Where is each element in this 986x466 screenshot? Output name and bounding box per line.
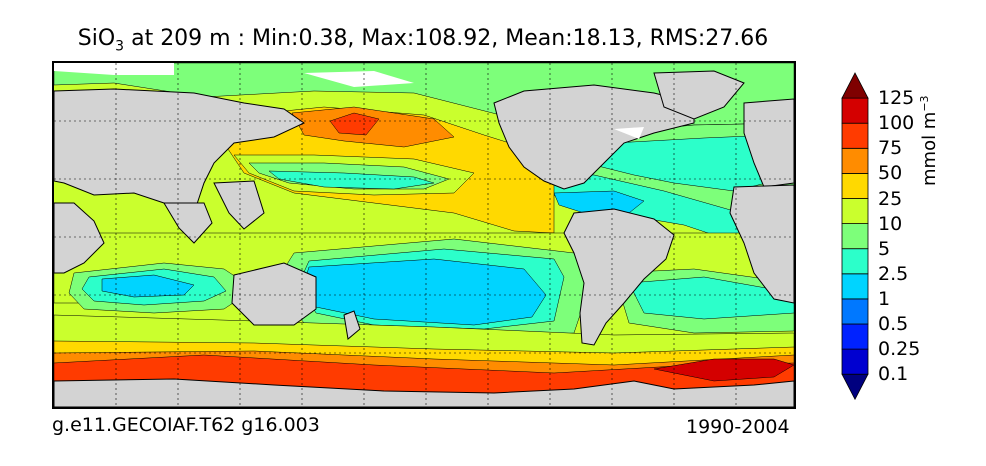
south-atlantic-2.5 xyxy=(628,276,794,320)
colorbar-tick-label: 0.1 xyxy=(878,363,909,386)
colorbar-bin-0 xyxy=(841,373,869,401)
colorbar-bin-4 xyxy=(841,273,869,300)
north-pacific-50 xyxy=(291,106,455,148)
colorbar-tick-label: 0.25 xyxy=(878,338,921,361)
colorbar-bin-12 xyxy=(841,72,869,99)
colorbar-bin-9 xyxy=(841,147,869,174)
units-label: mmol m−3 xyxy=(918,95,940,186)
colorbar-tick-label: 125 xyxy=(878,87,915,110)
africa-land xyxy=(729,184,794,304)
colorbar-bin-10 xyxy=(841,122,869,149)
map-panel xyxy=(52,61,796,409)
colorbar-tick-label: 1 xyxy=(878,287,891,310)
units-exponent: −3 xyxy=(918,95,931,112)
colorbar-bin-3 xyxy=(841,298,869,325)
colorbar-bin-6 xyxy=(841,223,869,250)
colorbar-tick-label: 10 xyxy=(878,212,903,235)
south-america-land xyxy=(563,208,675,346)
colorbar-bin-11 xyxy=(841,97,869,124)
australia-land xyxy=(231,262,317,326)
colorbar-tick-label: 75 xyxy=(878,137,903,160)
north-pacific-75 xyxy=(329,112,380,136)
colorbar-bin-8 xyxy=(841,173,869,199)
colorbar-tick-label: 100 xyxy=(878,112,915,135)
case-name: g.e11.GECOIAF.T62 g16.003 xyxy=(52,414,320,436)
africa-horn-land xyxy=(54,202,105,274)
ocean-map xyxy=(54,63,794,407)
colorbar-bin-1 xyxy=(841,348,869,375)
eurasia-east-land xyxy=(54,88,305,214)
colorbar-tick-label: 2.5 xyxy=(878,262,909,285)
colorbar-bin-2 xyxy=(841,323,869,350)
title-variable-subscript: 3 xyxy=(115,38,125,55)
subtropical-gyre-2.5 xyxy=(268,170,435,190)
new-zealand-land xyxy=(343,310,361,340)
colorbar-tick-label: 25 xyxy=(878,187,903,210)
colorbar-tick-label: 5 xyxy=(878,237,891,260)
colorbar-bin-5 xyxy=(841,248,869,275)
colorbar-bin-7 xyxy=(841,198,869,225)
colorbar-tick-label: 0.5 xyxy=(878,313,909,335)
southeast-asia-land xyxy=(213,180,265,230)
north-america-land xyxy=(493,84,695,190)
map-title: SiO3 at 209 m : Min:0.38, Max:108.92, Me… xyxy=(0,26,846,54)
colorbar-tick-label: 50 xyxy=(878,162,903,185)
arctic-ice xyxy=(54,63,644,139)
greenland-land xyxy=(653,70,745,120)
title-variable: SiO xyxy=(77,26,116,51)
india-land xyxy=(163,202,213,244)
antarctica-land xyxy=(54,378,794,407)
colorbar xyxy=(841,72,869,401)
graticule xyxy=(54,63,794,407)
units-text: mmol m xyxy=(919,111,940,186)
title-stats: at 209 m : Min:0.38, Max:108.92, Mean:18… xyxy=(124,26,769,51)
weddell-100 xyxy=(653,358,794,382)
time-period: 1990-2004 xyxy=(686,416,790,438)
